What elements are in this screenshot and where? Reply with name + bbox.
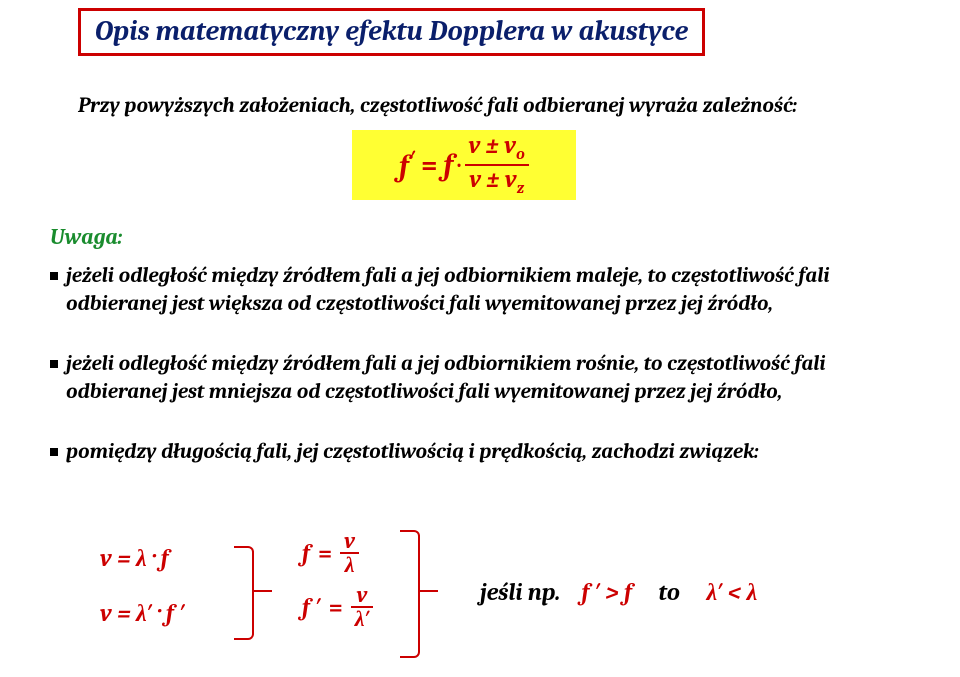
equals-sign: = <box>421 149 438 181</box>
intro-text: Przy powyższych założeniach, częstotliwo… <box>78 94 797 118</box>
formula-f-prime: f′ <box>399 146 415 184</box>
denominator: v ± vz <box>465 166 528 198</box>
mid-equations: f = v λ f ′ = v λ′ <box>302 530 373 638</box>
main-fraction: v ± vo v ± vz <box>465 132 529 197</box>
left-equations: v = λ · f v = λ′ · f ′ <box>100 544 185 654</box>
bullet-2: jeżeli odległość między źródłem fali a j… <box>50 350 906 407</box>
bullet-2-text: jeżeli odległość między źródłem fali a j… <box>66 350 906 407</box>
bullet-icon <box>50 360 58 368</box>
fraction: v λ <box>340 530 359 576</box>
bullet-1: jeżeli odległość między źródłem fali a j… <box>50 262 906 319</box>
note-heading: Uwaga: <box>50 224 122 250</box>
eq-fp-v-lambdap: f ′ = v λ′ <box>302 584 373 630</box>
formula-f: f <box>444 148 454 183</box>
bracket-icon <box>400 530 420 658</box>
to-text: to <box>659 578 681 606</box>
bullet-icon <box>50 448 58 456</box>
bullet-3-text: pomiędzy długością fali, jej częstotliwo… <box>66 438 906 466</box>
bullet-1-text: jeżeli odległość między źródłem fali a j… <box>66 262 906 319</box>
main-formula: f′ = f · v ± vo v ± vz <box>352 130 576 200</box>
bracket-arm-icon <box>418 590 438 592</box>
page-title: Opis matematyczny efektu Dopplera w akus… <box>95 15 688 47</box>
right-implication: jeśli np. f ′ > f to λ′ < λ <box>480 578 757 607</box>
bracket-arm-icon <box>252 590 272 592</box>
page: Opis matematyczny efektu Dopplera w akus… <box>0 0 960 677</box>
fraction: v λ′ <box>351 584 374 630</box>
numerator: v ± vo <box>465 132 529 164</box>
bracket-icon <box>234 546 254 640</box>
eq-f-v-lambda: f = v λ <box>302 530 373 576</box>
dot-operator: · <box>458 152 461 178</box>
lower-formulas: v = λ · f v = λ′ · f ′ f = v λ f ′ = v <box>100 536 900 656</box>
jesli-text: jeśli np. <box>480 578 560 606</box>
comparison-1: f ′ > f <box>581 578 632 606</box>
comparison-2: λ′ < λ <box>707 578 758 606</box>
bullet-icon <box>50 272 58 280</box>
bullet-3: pomiędzy długością fali, jej częstotliwo… <box>50 438 906 466</box>
eq-v-lambdap-fp: v = λ′ · f ′ <box>100 599 185 628</box>
eq-v-lambda-f: v = λ · f <box>100 544 185 573</box>
title-box: Opis matematyczny efektu Dopplera w akus… <box>78 8 705 56</box>
